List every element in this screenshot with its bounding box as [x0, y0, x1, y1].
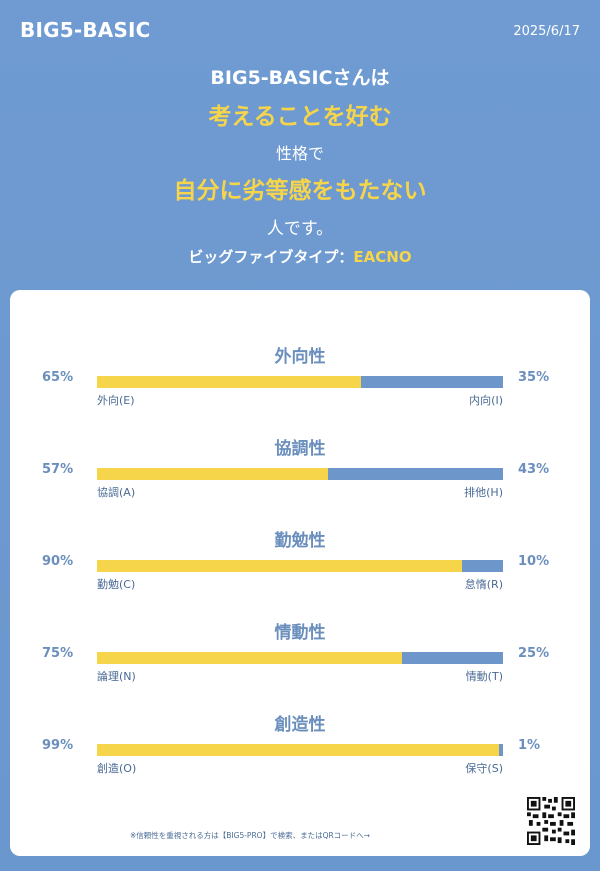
trait-left-label: 創造(O)	[97, 762, 137, 775]
summary-line-1: BIG5-BASICさんは	[210, 67, 390, 89]
trait-bar-fill	[97, 560, 463, 572]
trait-title: 外向性	[274, 347, 326, 367]
trait-left-label: 論理(N)	[97, 670, 136, 683]
trait-left-percent: 99%	[42, 738, 74, 753]
trait-title: 勤勉性	[274, 531, 326, 551]
type-code: EACNO	[353, 248, 412, 266]
personality-summary: BIG5-BASICさんは 考えることを好む 性格で 自分に劣等感をもたない 人…	[0, 62, 600, 270]
trait-emotionality: 情動性 75% 25% 論理(N) 情動(T)	[10, 618, 590, 698]
footer-note: ※信頼性を重視される方は【BIG5-PRO】で検索、またはQRコードへ→	[130, 831, 370, 840]
trait-bar-fill	[97, 744, 499, 756]
trait-bar	[97, 744, 503, 756]
qr-code-icon[interactable]	[527, 797, 575, 845]
trait-right-percent: 1%	[518, 738, 541, 753]
summary-highlight-2: 自分に劣等感をもたない	[173, 178, 427, 204]
summary-line-5: 人です。	[266, 219, 334, 239]
type-line: ビッグファイブタイプ：EACNO	[0, 244, 600, 270]
trait-title: 情動性	[274, 623, 326, 643]
type-label: ビッグファイブタイプ：	[188, 248, 354, 266]
trait-title: 創造性	[274, 715, 326, 735]
trait-bar-fill	[97, 652, 402, 664]
trait-left-label: 外向(E)	[97, 394, 135, 407]
trait-title: 協調性	[274, 439, 326, 459]
trait-right-percent: 43%	[518, 462, 550, 477]
trait-extraversion: 外向性 65% 35% 外向(E) 内向(I)	[10, 342, 590, 422]
trait-left-label: 協調(A)	[97, 486, 136, 499]
trait-left-label: 勤勉(C)	[97, 578, 136, 591]
trait-left-percent: 65%	[42, 370, 74, 385]
trait-left-percent: 90%	[42, 554, 74, 569]
trait-conscientiousness: 勤勉性 90% 10% 勤勉(C) 怠惰(R)	[10, 526, 590, 606]
trait-card: 外向性 65% 35% 外向(E) 内向(I) 協調性 57% 43% 協調(A…	[10, 290, 590, 856]
trait-right-percent: 25%	[518, 646, 550, 661]
brand-title: BIG5-BASIC	[20, 18, 151, 42]
summary-highlight-1: 考えることを好む	[208, 104, 392, 130]
trait-right-percent: 35%	[518, 370, 550, 385]
trait-left-percent: 57%	[42, 462, 74, 477]
summary-line-3: 性格で	[275, 144, 324, 163]
trait-bar	[97, 652, 503, 664]
trait-bar-fill	[97, 468, 329, 480]
result-date: 2025/6/17	[513, 24, 580, 39]
trait-bar	[97, 376, 503, 388]
trait-right-label: 怠惰(R)	[464, 578, 503, 591]
trait-right-label: 保守(S)	[465, 762, 503, 775]
trait-left-percent: 75%	[42, 646, 74, 661]
trait-bar-fill	[97, 376, 361, 388]
trait-right-label: 排他(H)	[464, 486, 503, 499]
trait-right-label: 内向(I)	[469, 394, 503, 407]
trait-bar	[97, 468, 503, 480]
trait-openness: 創造性 99% 1% 創造(O) 保守(S)	[10, 710, 590, 790]
trait-right-label: 情動(T)	[465, 670, 503, 683]
trait-right-percent: 10%	[518, 554, 550, 569]
trait-bar	[97, 560, 503, 572]
trait-agreeableness: 協調性 57% 43% 協調(A) 排他(H)	[10, 434, 590, 514]
